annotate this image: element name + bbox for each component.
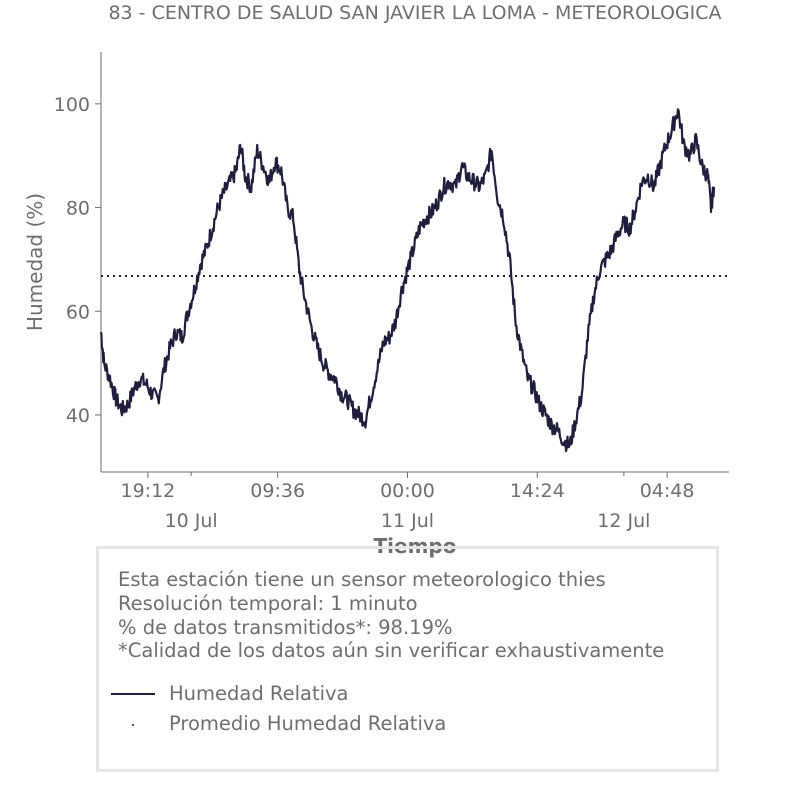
- y-tick-label: 60: [66, 301, 90, 323]
- chart-axes: [95, 52, 729, 478]
- y-tick-label: 40: [66, 405, 90, 427]
- y-tick-label: 100: [54, 94, 90, 116]
- legend-label-average: Promedio Humedad Relativa: [169, 712, 447, 735]
- chart-title: 83 - CENTRO DE SALUD SAN JAVIER LA LOMA …: [108, 2, 722, 24]
- info-sensor-text: Esta estación tiene un sensor meteorolog…: [118, 568, 606, 591]
- x-date-label: 12 Jul: [597, 510, 650, 532]
- y-tick-label: 80: [66, 198, 90, 220]
- info-transmitted-text: % de datos transmitidos*: 98.19%: [118, 616, 453, 639]
- humidity-chart: 40 60 80 100 19:12 09:36 00:00 14:24 04:48 10 Jul…: [23, 52, 729, 558]
- legend-label-humidity: Humedad Relativa: [169, 682, 349, 705]
- legend-line-swatch: [111, 693, 155, 695]
- chart-labels: 40 60 80 100 19:12 09:36 00:00 14:24 04:48 10 Jul…: [23, 94, 694, 558]
- info-resolution-text: Resolución temporal: 1 minuto: [118, 592, 418, 615]
- info-quality-note: *Calidad de los datos aún sin verificar …: [118, 639, 665, 662]
- humidity-series-line: [99, 108, 716, 453]
- x-tick-label: 00:00: [380, 480, 435, 502]
- x-date-label: 10 Jul: [165, 510, 218, 532]
- x-tick-label: 19:12: [120, 480, 175, 502]
- chart-marks: [99, 108, 729, 453]
- x-tick-label: 04:48: [640, 480, 695, 502]
- x-date-label: 11 Jul: [381, 510, 434, 532]
- x-tick-label: 14:24: [510, 480, 565, 502]
- legend-dot-swatch: [132, 724, 134, 726]
- y-axis-label: Humedad (%): [23, 193, 47, 331]
- x-tick-label: 09:36: [250, 480, 305, 502]
- info-box: Esta estación tiene un sensor meteorolog…: [96, 546, 719, 772]
